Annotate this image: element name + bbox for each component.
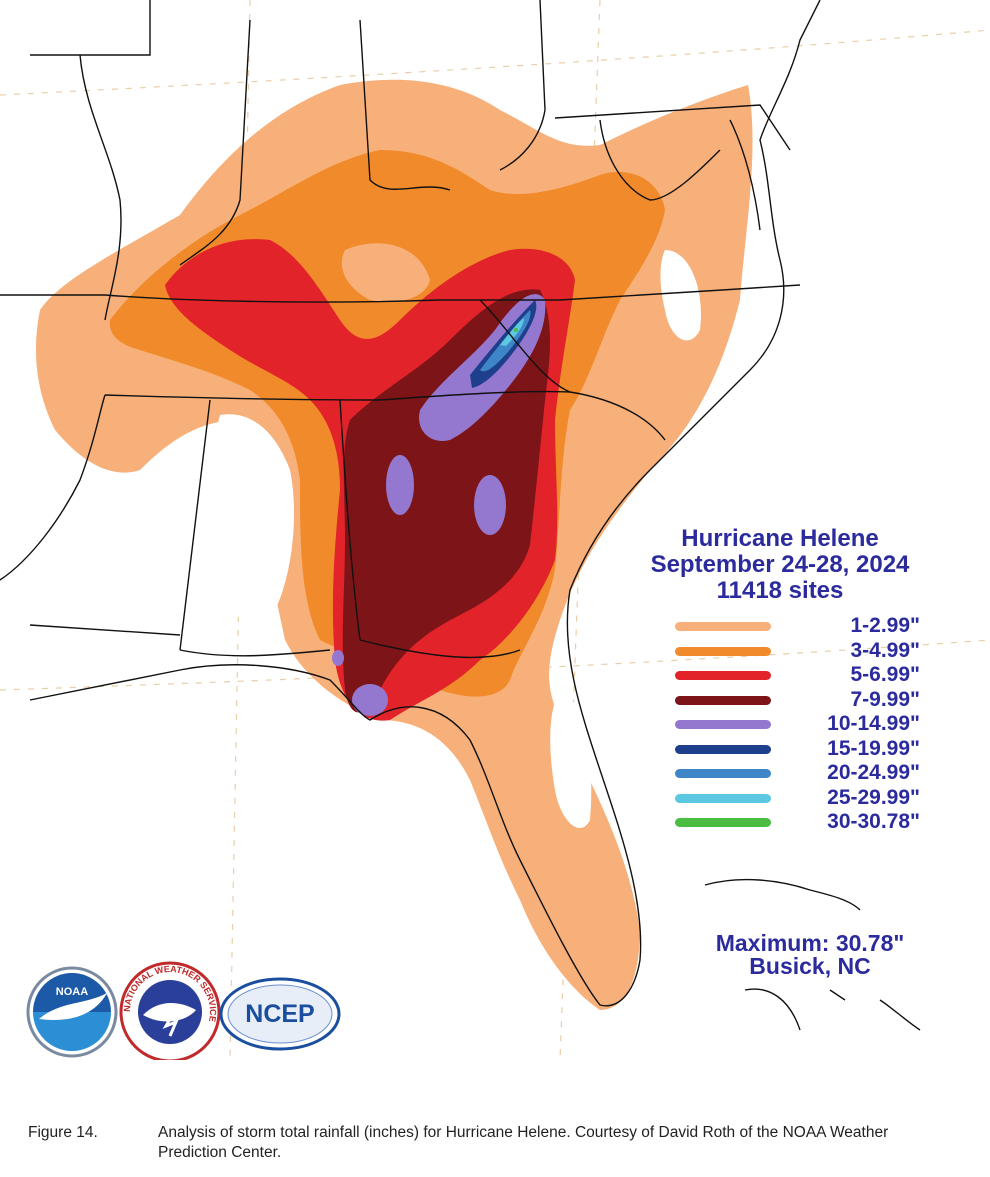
legend-swatch: [675, 695, 771, 705]
caption-text: Analysis of storm total rainfall (inches…: [158, 1124, 889, 1161]
legend-label: 30-30.78": [827, 810, 920, 833]
legend-item: 20-24.99": [672, 762, 932, 787]
legend-swatch: [675, 720, 771, 729]
rain-gap-ky: [341, 243, 430, 302]
legend-label: 1-2.99": [850, 614, 920, 637]
legend-swatch: [675, 793, 771, 803]
caribbean-islands: [704, 878, 921, 1031]
legend-swatch: [675, 769, 771, 778]
legend-label: 3-4.99": [850, 638, 920, 662]
legend-label: 10-14.99": [827, 712, 920, 735]
legend-label: 15-19.99": [827, 736, 920, 760]
noaa-logo-text: NOAA: [56, 986, 88, 998]
legend-swatch: [675, 646, 771, 656]
map-title: Hurricane Helene: [681, 525, 879, 552]
legend-item: 30-30.78": [672, 811, 932, 836]
ncep-logo-text: NCEP: [245, 1000, 314, 1028]
rain-band-10-14.99-c: [474, 475, 506, 535]
legend-label: 7-9.99": [850, 687, 920, 711]
maximum-location: Busick, NC: [749, 953, 871, 979]
rain-band-30-30.78: [514, 328, 518, 332]
legend-item: 5-6.99": [672, 664, 932, 689]
legend-item: 25-29.99": [672, 785, 932, 812]
rain-band-10-14.99-b: [386, 455, 414, 515]
map-sites: 11418 sites: [716, 577, 844, 604]
legend-swatch: [675, 671, 771, 680]
legend-item: 7-9.99": [672, 687, 932, 714]
figure-number: Figure 14.: [28, 1124, 98, 1141]
rainfall-map: Hurricane Helene September 24-28, 2024 1…: [0, 0, 990, 1060]
state-boundaries: [0, 0, 821, 1007]
legend-swatch: [675, 818, 771, 827]
rain-band-10-14.99-d: [352, 684, 388, 716]
legend-label: 20-24.99": [827, 761, 920, 784]
rain-gap-east: [660, 250, 701, 341]
legend-swatch: [675, 622, 771, 631]
rain-band-10-14.99-e: [332, 650, 344, 666]
rain-gap-alabama: [208, 414, 295, 621]
legend-swatch: [675, 744, 771, 754]
rain-band-25-29.99: [500, 318, 524, 346]
rain-gap-florida: [550, 690, 592, 829]
ncep-logo: NCEP: [219, 977, 341, 1051]
legend: 1-2.99" 3-4.99" 5-6.99" 7-9.99" 10-14.99" 15-…: [672, 615, 932, 836]
legend-item: 1-2.99": [672, 615, 932, 640]
legend-label: 5-6.99": [850, 663, 920, 686]
legend-item: 15-19.99": [672, 736, 932, 763]
maximum-value: Maximum: 30.78": [715, 930, 905, 956]
nws-logo: NATIONAL WEATHER SERVICE: [119, 961, 221, 1060]
legend-item: 3-4.99": [672, 638, 932, 665]
noaa-logo: NOAA: [26, 966, 118, 1058]
map-dates: September 24-28, 2024: [650, 551, 910, 578]
rainfall-map-svg: [0, 0, 990, 1060]
legend-label: 25-29.99": [827, 785, 920, 809]
legend-item: 10-14.99": [672, 713, 932, 738]
